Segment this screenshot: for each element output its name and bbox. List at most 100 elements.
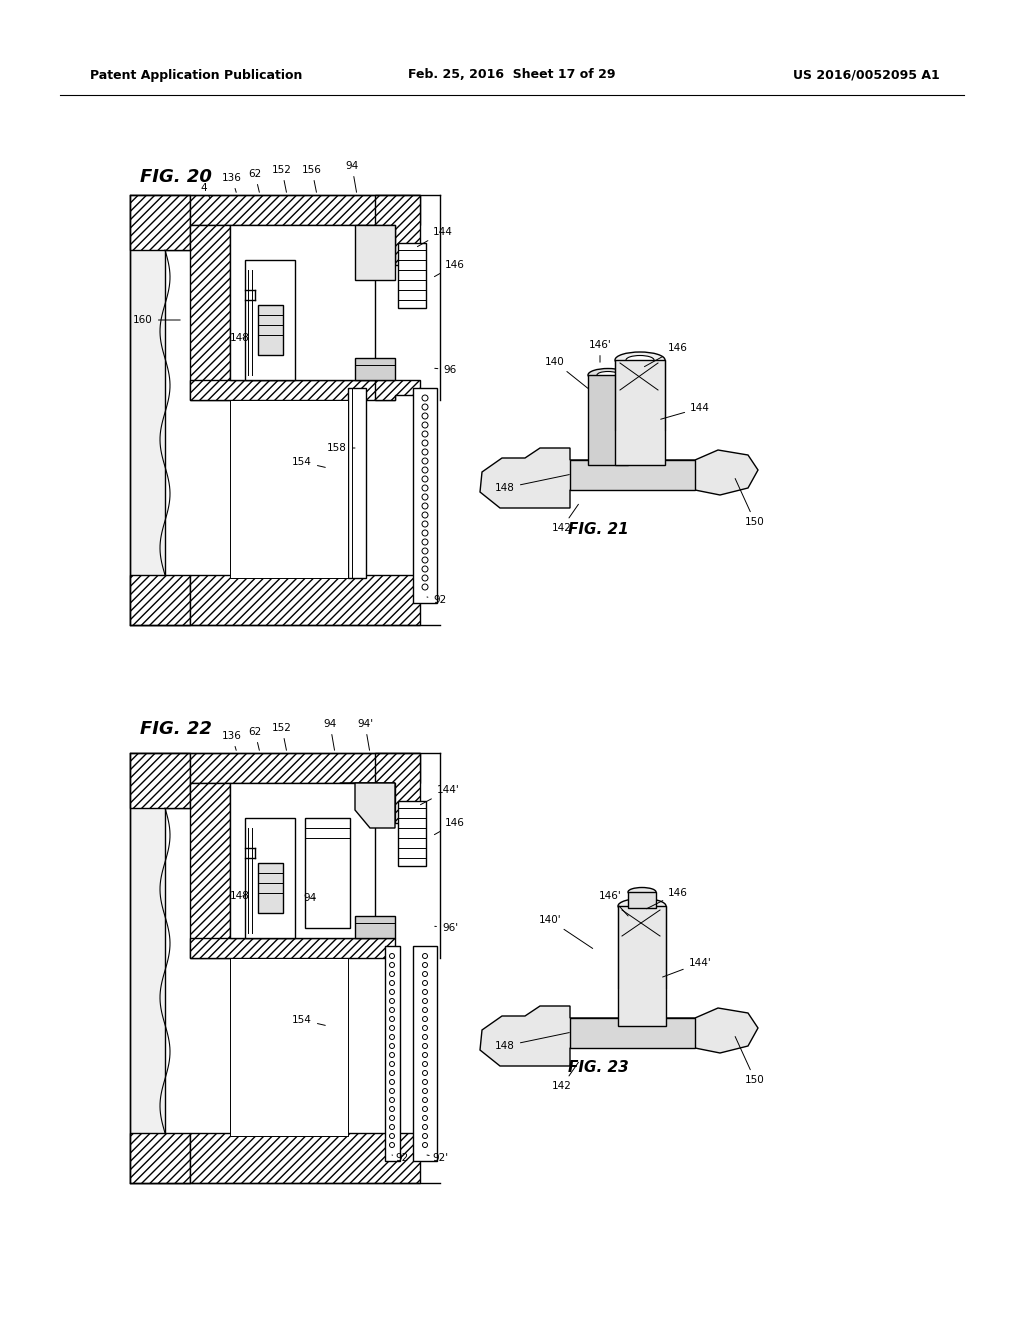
Text: 92: 92 [392, 1152, 409, 1163]
Text: FIG. 20: FIG. 20 [140, 168, 212, 186]
Polygon shape [190, 224, 230, 400]
Ellipse shape [588, 368, 628, 381]
Bar [413, 946, 437, 1162]
Ellipse shape [725, 1027, 739, 1034]
Text: 150: 150 [735, 1036, 765, 1085]
Ellipse shape [719, 1023, 745, 1038]
Text: FIG. 22: FIG. 22 [140, 719, 212, 738]
Text: 140': 140' [539, 915, 593, 949]
Text: Patent Application Publication: Patent Application Publication [90, 69, 302, 82]
Polygon shape [375, 380, 420, 400]
Ellipse shape [365, 226, 385, 234]
Ellipse shape [503, 1035, 517, 1041]
Polygon shape [190, 576, 420, 624]
Polygon shape [190, 380, 395, 400]
Polygon shape [190, 783, 230, 958]
Text: 142: 142 [552, 1063, 579, 1092]
Polygon shape [480, 447, 758, 508]
Ellipse shape [615, 352, 665, 368]
Text: 146: 146 [644, 343, 688, 367]
Bar [413, 388, 437, 603]
Bar [615, 360, 665, 465]
Ellipse shape [615, 457, 665, 473]
Ellipse shape [725, 469, 739, 475]
Polygon shape [480, 1006, 758, 1067]
Ellipse shape [588, 458, 628, 471]
Bar [355, 358, 395, 380]
Text: 142: 142 [552, 504, 579, 533]
Text: 62: 62 [249, 727, 261, 750]
Text: 146: 146 [434, 260, 465, 277]
Text: Feb. 25, 2016  Sheet 17 of 29: Feb. 25, 2016 Sheet 17 of 29 [409, 69, 615, 82]
Text: 136: 136 [222, 731, 242, 750]
Polygon shape [355, 783, 395, 828]
Polygon shape [375, 195, 420, 265]
Polygon shape [375, 752, 420, 822]
Bar [230, 958, 348, 1137]
Text: 152: 152 [272, 723, 292, 750]
Text: 62: 62 [249, 169, 261, 193]
Polygon shape [130, 752, 190, 808]
Text: 94: 94 [324, 719, 337, 750]
Bar [258, 863, 283, 913]
Ellipse shape [629, 902, 655, 909]
Text: 144': 144' [663, 958, 712, 977]
Ellipse shape [628, 887, 656, 896]
Bar [245, 260, 295, 380]
Text: 94: 94 [303, 894, 316, 903]
Bar [305, 818, 350, 928]
Text: 150: 150 [735, 479, 765, 527]
Polygon shape [190, 752, 420, 783]
Ellipse shape [618, 899, 666, 913]
Text: 154: 154 [292, 457, 326, 467]
Text: 94: 94 [345, 161, 358, 193]
Ellipse shape [497, 473, 523, 487]
Text: 92: 92 [427, 595, 446, 605]
Text: FIG. 21: FIG. 21 [568, 521, 629, 537]
Text: 136: 136 [222, 173, 242, 193]
Text: 146: 146 [646, 888, 688, 908]
Text: 146': 146' [599, 891, 628, 916]
Ellipse shape [618, 1019, 666, 1034]
Polygon shape [355, 224, 395, 280]
Ellipse shape [597, 371, 618, 379]
Text: FIG. 23: FIG. 23 [568, 1060, 629, 1074]
Polygon shape [190, 195, 420, 224]
Text: 148: 148 [495, 1032, 569, 1051]
Text: 154: 154 [292, 1015, 326, 1026]
Text: 152: 152 [272, 165, 292, 193]
Text: 148: 148 [495, 475, 569, 492]
Polygon shape [130, 752, 190, 1183]
Text: 156: 156 [302, 165, 322, 193]
Polygon shape [130, 195, 190, 624]
Bar [245, 818, 295, 939]
Text: 96: 96 [435, 366, 457, 375]
Text: 144': 144' [421, 785, 460, 805]
Bar [230, 400, 348, 578]
Polygon shape [130, 576, 190, 624]
Text: 144: 144 [660, 403, 710, 420]
Bar [570, 459, 695, 490]
Text: 148: 148 [230, 333, 250, 343]
Text: 94': 94' [357, 719, 373, 750]
Ellipse shape [503, 477, 517, 483]
Bar [398, 243, 426, 308]
Polygon shape [340, 783, 395, 818]
Bar [398, 801, 426, 866]
Text: 140: 140 [545, 356, 588, 388]
Text: 148: 148 [230, 891, 250, 902]
Ellipse shape [497, 1031, 523, 1045]
Text: US 2016/0052095 A1: US 2016/0052095 A1 [794, 69, 940, 82]
Bar [628, 892, 656, 908]
Bar [588, 375, 628, 465]
Bar [618, 906, 666, 1026]
Text: 144: 144 [418, 227, 453, 247]
Ellipse shape [626, 355, 654, 364]
Text: 160: 160 [133, 315, 180, 325]
Text: 96': 96' [435, 923, 458, 933]
Text: 146: 146 [434, 818, 465, 834]
Text: 92': 92' [427, 1152, 449, 1163]
Polygon shape [130, 1133, 190, 1183]
Ellipse shape [719, 465, 745, 479]
Polygon shape [130, 195, 190, 249]
